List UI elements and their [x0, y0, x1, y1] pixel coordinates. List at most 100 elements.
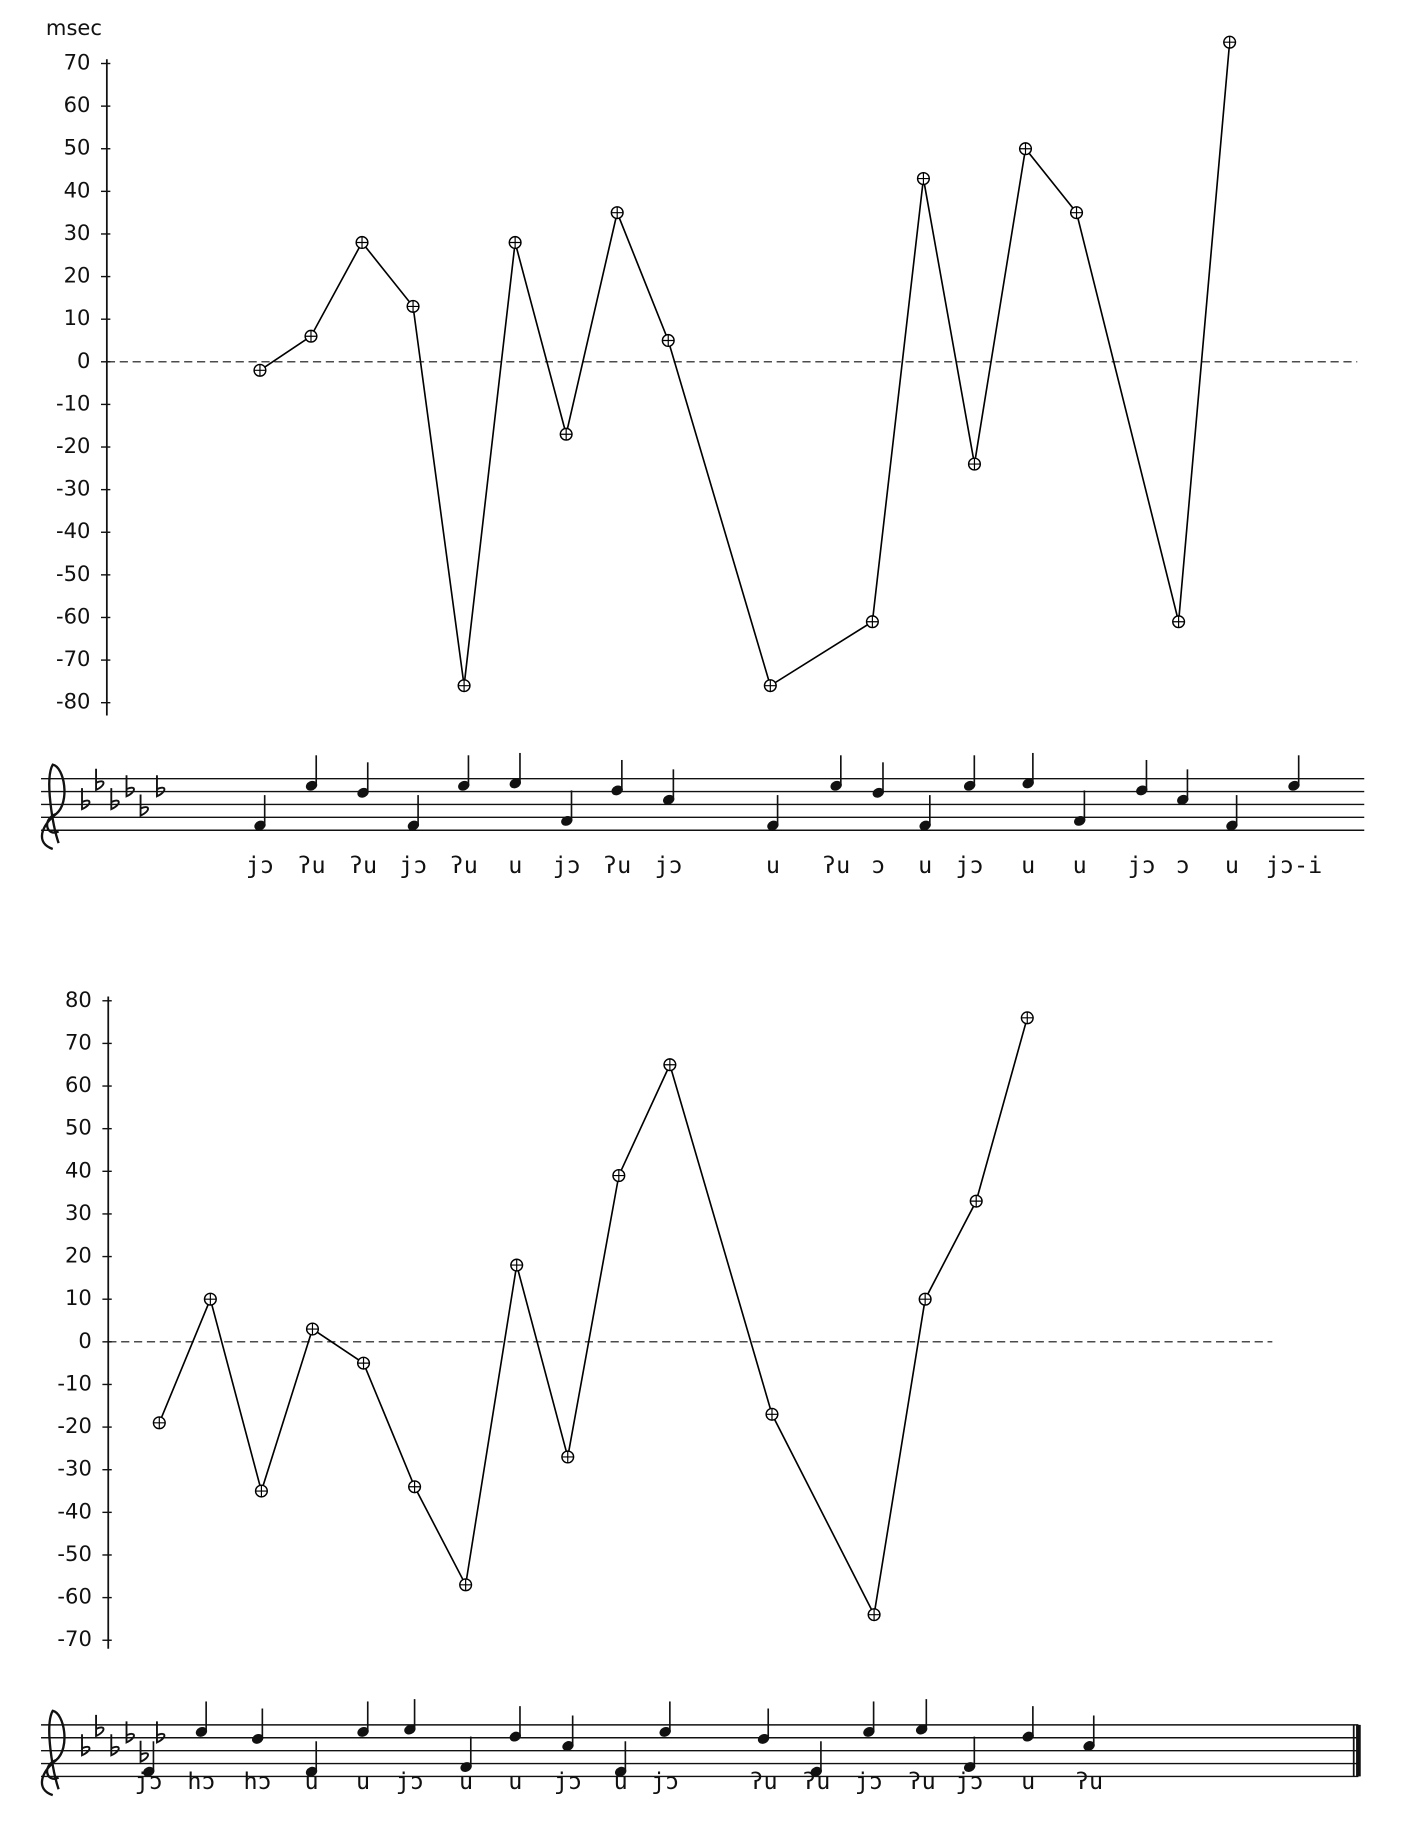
data-line [259, 42, 1231, 687]
y-tick-label: 40 [65, 1157, 92, 1182]
note-head [810, 1766, 822, 1777]
lyric: u [508, 851, 522, 879]
flat-sign [125, 1721, 135, 1744]
marker-cross [1070, 206, 1083, 219]
y-tick-label: -50 [56, 561, 90, 586]
y-tick-label: 40 [64, 177, 91, 202]
flat-sign [156, 1721, 166, 1744]
data-point [408, 1480, 422, 1494]
marker-cross [407, 300, 419, 313]
marker-cross [662, 334, 675, 347]
y-tick-label: 60 [65, 1072, 92, 1097]
marker-cross [868, 1608, 880, 1621]
lyric: jɔ [396, 1767, 424, 1795]
marker-cross [305, 330, 317, 343]
note-head [1177, 794, 1189, 805]
data-point [763, 679, 777, 693]
lyric: jɔ [135, 1767, 163, 1795]
marker-cross [561, 1451, 574, 1463]
note-head [305, 1766, 318, 1777]
note-head [407, 820, 420, 831]
lyric: jɔ [655, 851, 683, 879]
lyric: u [459, 1767, 473, 1795]
data-point [459, 1578, 473, 1592]
data-point [254, 1484, 268, 1498]
data-point [253, 363, 267, 377]
note-head [872, 787, 884, 798]
marker-cross [612, 1169, 625, 1182]
y-tick-label: 50 [64, 135, 91, 160]
note-head [357, 1726, 369, 1737]
lyric: jɔ [956, 1767, 984, 1795]
note-head [915, 1724, 928, 1735]
marker-cross [510, 1259, 523, 1271]
marker-cross [459, 1578, 472, 1591]
y-tick-label: 60 [64, 92, 91, 117]
note-head [963, 780, 976, 791]
y-tick-label: 70 [64, 50, 91, 75]
note-head [663, 794, 675, 805]
data-point [661, 333, 675, 348]
data-line [158, 1017, 1029, 1618]
data-point [152, 1416, 166, 1430]
lyric: u [918, 851, 932, 879]
y-tick-label: 70 [65, 1029, 92, 1054]
data-point [1020, 1011, 1034, 1025]
y-tick-label: 50 [65, 1115, 92, 1140]
y-tick-label: -40 [57, 1498, 91, 1523]
note-head [561, 815, 573, 826]
lyric: jɔ [399, 851, 427, 879]
lyric: u [304, 1767, 318, 1795]
note-head [830, 780, 842, 791]
flat-sign [139, 1740, 149, 1764]
marker-cross [255, 1485, 268, 1497]
y-tick-label: -60 [56, 603, 90, 628]
marker-cross [306, 1323, 319, 1335]
y-tick-label: -30 [56, 476, 90, 501]
marker-cross [153, 1416, 166, 1429]
lyric: u [614, 1767, 628, 1795]
treble-clef [40, 763, 66, 851]
note-head [509, 1731, 521, 1742]
lyric: ʔu [749, 1767, 777, 1795]
lyric: jɔ [246, 851, 274, 879]
note-head [863, 1726, 875, 1737]
flat-sign [125, 775, 135, 798]
marker-cross [764, 679, 777, 692]
lyric: u [766, 851, 780, 879]
data-point [663, 1058, 677, 1072]
lyric: ʔu [349, 851, 377, 879]
lyric: ʔu [822, 851, 850, 879]
note-head [458, 780, 470, 791]
note-head [1022, 778, 1034, 789]
lyric: hɔ [244, 1767, 272, 1795]
marker-cross [1019, 142, 1032, 155]
lyric: jɔ [554, 1767, 582, 1795]
data-point [916, 172, 930, 186]
y-tick-label: 30 [65, 1200, 92, 1225]
y-tick-label: 30 [64, 220, 91, 245]
flat-sign [139, 794, 149, 818]
note-head [1083, 1741, 1095, 1751]
note-head [252, 1734, 264, 1744]
data-point [356, 1356, 371, 1370]
data-point [1069, 206, 1084, 220]
y-tick-label: -70 [56, 646, 90, 671]
note-head [767, 820, 779, 831]
y-tick-label: -20 [56, 433, 90, 458]
treble-clef [40, 1709, 66, 1797]
note-head [562, 1741, 574, 1751]
lyric: hɔ [187, 1767, 215, 1795]
marker-cross [866, 615, 879, 628]
lyric: jɔ [956, 851, 984, 879]
lyric: jɔ [651, 1767, 679, 1795]
lyric: u [1021, 851, 1035, 879]
marker-cross [970, 1195, 983, 1208]
note-head [963, 1762, 976, 1772]
marker-cross [560, 428, 573, 441]
note-head [254, 820, 266, 831]
y-tick-label: -30 [57, 1456, 91, 1481]
lyric: jɔ [553, 851, 581, 879]
